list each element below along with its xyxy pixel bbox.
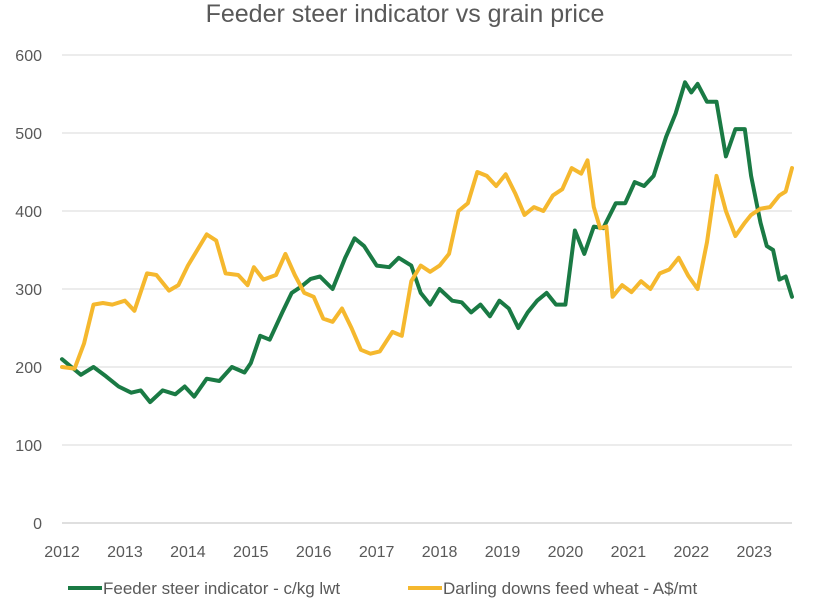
x-tick-label: 2020 (548, 544, 584, 561)
y-tick-label: 300 (15, 282, 42, 299)
x-tick-label: 2021 (611, 544, 647, 561)
series-line-0 (60, 80, 794, 405)
grid (62, 54, 792, 446)
y-tick-label: 0 (33, 516, 42, 533)
y-tick-label: 100 (15, 438, 42, 455)
x-tick-label: 2018 (422, 544, 458, 561)
chart-title: Feeder steer indicator vs grain price (206, 0, 605, 28)
y-tick-label: 400 (15, 204, 42, 221)
series-line-1 (60, 158, 794, 371)
x-tick-label: 2013 (107, 544, 143, 561)
x-tick-label: 2017 (359, 544, 395, 561)
y-tick-label: 200 (15, 360, 42, 377)
series (60, 80, 794, 405)
x-tick-label: 2015 (233, 544, 269, 561)
x-tick-label: 2023 (736, 544, 772, 561)
x-tick-label: 2019 (485, 544, 521, 561)
x-tick-label: 2022 (674, 544, 710, 561)
y-tick-label: 500 (15, 126, 42, 143)
x-tick-label: 2012 (44, 544, 80, 561)
legend-label: Feeder steer indicator - c/kg lwt (103, 579, 340, 598)
legend-label: Darling downs feed wheat - A$/mt (443, 579, 697, 598)
x-tick-label: 2016 (296, 544, 332, 561)
y-tick-label: 600 (15, 48, 42, 65)
legend: Feeder steer indicator - c/kg lwt Darling… (68, 579, 697, 598)
x-tick-label: 2014 (170, 544, 206, 561)
axes: 0 100 200 300 400 500 600 2012 2013 2014 2015 2016 2… (15, 48, 792, 561)
